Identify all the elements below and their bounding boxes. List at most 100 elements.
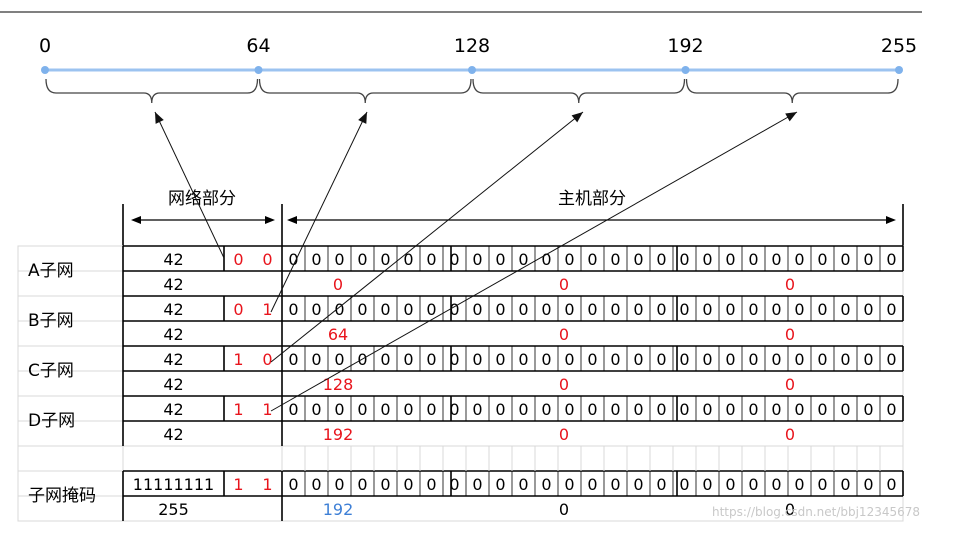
host-bit: 0 <box>587 300 597 319</box>
host-bit: 0 <box>495 350 505 369</box>
host-bit: 0 <box>426 350 436 369</box>
host-part-label: 主机部分 <box>558 189 626 209</box>
host-bit: 0 <box>380 475 390 494</box>
host-bit: 0 <box>817 300 827 319</box>
host-bit: 0 <box>288 350 298 369</box>
host-bit: 0 <box>541 300 551 319</box>
host-bit: 0 <box>817 400 827 419</box>
host-bit: 0 <box>633 475 643 494</box>
host-bit: 0 <box>288 475 298 494</box>
network-bit: 0 <box>262 350 272 369</box>
host-bit: 0 <box>817 250 827 269</box>
mapping-arrow <box>270 111 368 313</box>
host-bit: 0 <box>311 300 321 319</box>
host-bit: 0 <box>794 475 804 494</box>
host-bit: 0 <box>472 250 482 269</box>
mapping-arrow <box>154 111 225 259</box>
host-bit: 0 <box>403 250 413 269</box>
host-bit: 0 <box>886 350 896 369</box>
subnet-label: D子网 <box>28 411 75 431</box>
octet-value-last: 0 <box>785 425 795 444</box>
host-bit: 0 <box>541 400 551 419</box>
scale-tick-label: 64 <box>246 35 270 57</box>
host-bit: 0 <box>771 250 781 269</box>
octet-value-mid: 0 <box>559 375 569 394</box>
host-bit: 0 <box>886 300 896 319</box>
octet-value-mid: 0 <box>559 325 569 344</box>
host-bit: 0 <box>702 250 712 269</box>
octet-value-last: 0 <box>785 375 795 394</box>
host-bit: 0 <box>725 350 735 369</box>
host-bit: 0 <box>472 400 482 419</box>
host-bit: 0 <box>472 475 482 494</box>
bottom-prefix: 255 <box>158 500 189 519</box>
host-bit: 0 <box>495 250 505 269</box>
host-bit: 0 <box>403 400 413 419</box>
host-bit: 0 <box>518 250 528 269</box>
value-scale: 0 64 128 192 255 <box>39 35 917 104</box>
host-bit: 0 <box>311 475 321 494</box>
host-bit: 0 <box>426 300 436 319</box>
host-bit: 0 <box>771 350 781 369</box>
top-prefix: 42 <box>163 250 183 269</box>
host-bit: 0 <box>840 300 850 319</box>
arrow-head <box>358 112 367 124</box>
bottom-prefix: 42 <box>163 325 183 344</box>
host-bit: 0 <box>840 475 850 494</box>
network-bit: 0 <box>233 250 243 269</box>
host-bit: 0 <box>587 400 597 419</box>
host-bit: 0 <box>794 400 804 419</box>
host-bit: 0 <box>449 300 459 319</box>
host-bit: 0 <box>725 400 735 419</box>
host-bit: 0 <box>495 475 505 494</box>
octet-value-last: 0 <box>785 275 795 294</box>
host-bit: 0 <box>357 300 367 319</box>
host-bit: 0 <box>794 250 804 269</box>
host-bit: 0 <box>495 400 505 419</box>
host-bit: 0 <box>472 300 482 319</box>
mapping-arrow <box>270 111 584 363</box>
host-bit: 0 <box>564 475 574 494</box>
scale-dot <box>41 66 49 74</box>
network-bit: 1 <box>233 475 243 494</box>
host-bit: 0 <box>449 350 459 369</box>
host-bit: 0 <box>794 300 804 319</box>
host-bit: 0 <box>288 250 298 269</box>
host-bit: 0 <box>380 250 390 269</box>
host-bit: 0 <box>610 350 620 369</box>
host-bit: 0 <box>449 475 459 494</box>
host-bit: 0 <box>426 400 436 419</box>
octet-value-last: 0 <box>785 325 795 344</box>
host-bit: 0 <box>863 350 873 369</box>
subnet-label: A子网 <box>28 261 74 281</box>
host-bit: 0 <box>656 475 666 494</box>
host-bit: 0 <box>702 475 712 494</box>
host-bit: 0 <box>748 400 758 419</box>
host-bit: 0 <box>334 250 344 269</box>
top-prefix: 42 <box>163 400 183 419</box>
host-bit: 0 <box>679 250 689 269</box>
octet-value-mid: 0 <box>559 500 569 519</box>
host-bit: 0 <box>311 400 321 419</box>
host-bit: 0 <box>564 250 574 269</box>
host-bit: 0 <box>472 350 482 369</box>
octet-value: 128 <box>323 375 354 394</box>
bottom-prefix: 42 <box>163 275 183 294</box>
host-bit: 0 <box>311 250 321 269</box>
host-bit: 0 <box>449 250 459 269</box>
host-bit: 0 <box>748 475 758 494</box>
host-bit: 0 <box>840 350 850 369</box>
host-bit: 0 <box>587 475 597 494</box>
host-bit: 0 <box>679 350 689 369</box>
network-bit: 0 <box>233 300 243 319</box>
host-bit: 0 <box>564 300 574 319</box>
host-bit: 0 <box>886 250 896 269</box>
host-bit: 0 <box>633 250 643 269</box>
host-bit: 0 <box>748 350 758 369</box>
host-bit: 0 <box>357 250 367 269</box>
host-bit: 0 <box>518 475 528 494</box>
host-bit: 0 <box>564 350 574 369</box>
